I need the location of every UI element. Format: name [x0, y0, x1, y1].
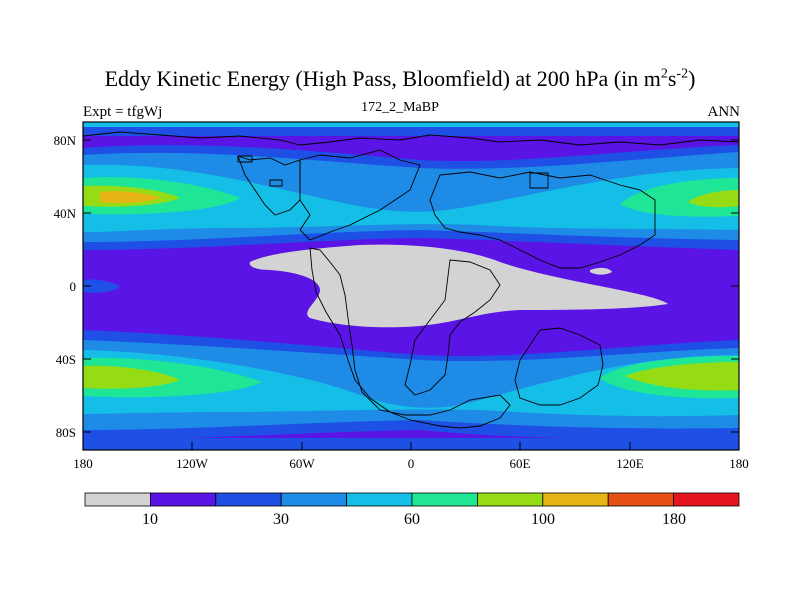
map-field	[83, 122, 739, 450]
coastlines	[83, 131, 739, 429]
colorbar-label: 100	[531, 511, 555, 528]
colorbar-swatch	[476, 492, 544, 507]
x-axis	[82, 442, 740, 450]
y-tick-label: 80N	[54, 133, 77, 148]
colorbar-swatch	[280, 492, 348, 507]
x-tick-label: 120E	[616, 456, 644, 471]
x-tick-label: 60E	[510, 456, 531, 471]
field-nh-band-130-180-pacific	[100, 191, 160, 203]
field-nh-band-75-100-asia	[620, 178, 739, 217]
y-tick-label: 40N	[54, 206, 77, 221]
colorbar-label: 30	[273, 511, 289, 528]
field-below-10-small	[590, 267, 612, 275]
y-tick-label: 40S	[56, 352, 76, 367]
chart-subtitle: 172_2_MaBP	[361, 100, 439, 115]
x-tick-label: 60W	[289, 456, 315, 471]
experiment-label: Expt = tfgWj	[83, 104, 163, 120]
field-band-polar-north	[83, 122, 739, 127]
colorbar-swatch	[411, 492, 478, 507]
x-tick-label: 180	[729, 456, 749, 471]
colorbar-swatch	[215, 492, 282, 507]
colorbar-swatch	[673, 492, 740, 507]
season-label: ANN	[707, 104, 741, 120]
colorbar-label: 180	[662, 511, 686, 528]
x-tick-label: 0	[408, 456, 415, 471]
colorbar	[84, 492, 740, 507]
field-below-10	[249, 244, 668, 328]
y-axis	[83, 139, 739, 433]
field-nh-band-60-75	[83, 164, 739, 232]
field-sh-band-100-130-indian	[625, 362, 739, 391]
colorbar-swatch	[542, 492, 609, 507]
field-sh-band-100-130-atlantic	[83, 365, 180, 389]
colorbar-swatch	[346, 492, 413, 507]
chart-title: Eddy Kinetic Energy (High Pass, Bloomfie…	[104, 66, 696, 91]
colorbar-swatch	[607, 492, 675, 507]
field-nh-band-100-130-asia	[688, 190, 739, 208]
colorbar-swatch	[84, 492, 151, 507]
x-tick-label: 120W	[176, 456, 209, 471]
x-tick-label: 180	[73, 456, 93, 471]
colorbar-label: 10	[142, 511, 158, 528]
y-tick-label: 0	[70, 279, 77, 294]
colorbar-label: 60	[404, 511, 420, 528]
colorbar-swatch	[149, 492, 217, 507]
y-tick-label: 80S	[56, 425, 76, 440]
field-equatorial-band-30-45	[83, 279, 120, 293]
